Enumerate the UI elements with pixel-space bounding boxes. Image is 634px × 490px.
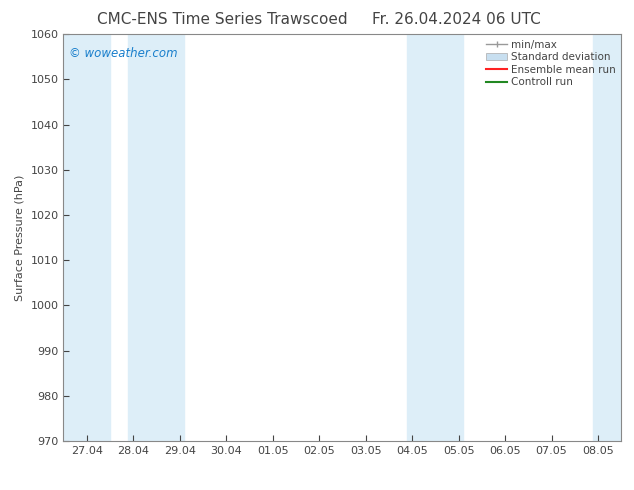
Bar xyxy=(408,34,463,441)
Legend: min/max, Standard deviation, Ensemble mean run, Controll run: min/max, Standard deviation, Ensemble me… xyxy=(484,37,618,89)
Bar xyxy=(593,34,621,441)
Bar xyxy=(63,34,110,441)
Text: CMC-ENS Time Series Trawscoed: CMC-ENS Time Series Trawscoed xyxy=(96,12,347,27)
Bar xyxy=(129,34,184,441)
Y-axis label: Surface Pressure (hPa): Surface Pressure (hPa) xyxy=(15,174,25,301)
Text: © woweather.com: © woweather.com xyxy=(69,47,178,59)
Text: Fr. 26.04.2024 06 UTC: Fr. 26.04.2024 06 UTC xyxy=(372,12,541,27)
